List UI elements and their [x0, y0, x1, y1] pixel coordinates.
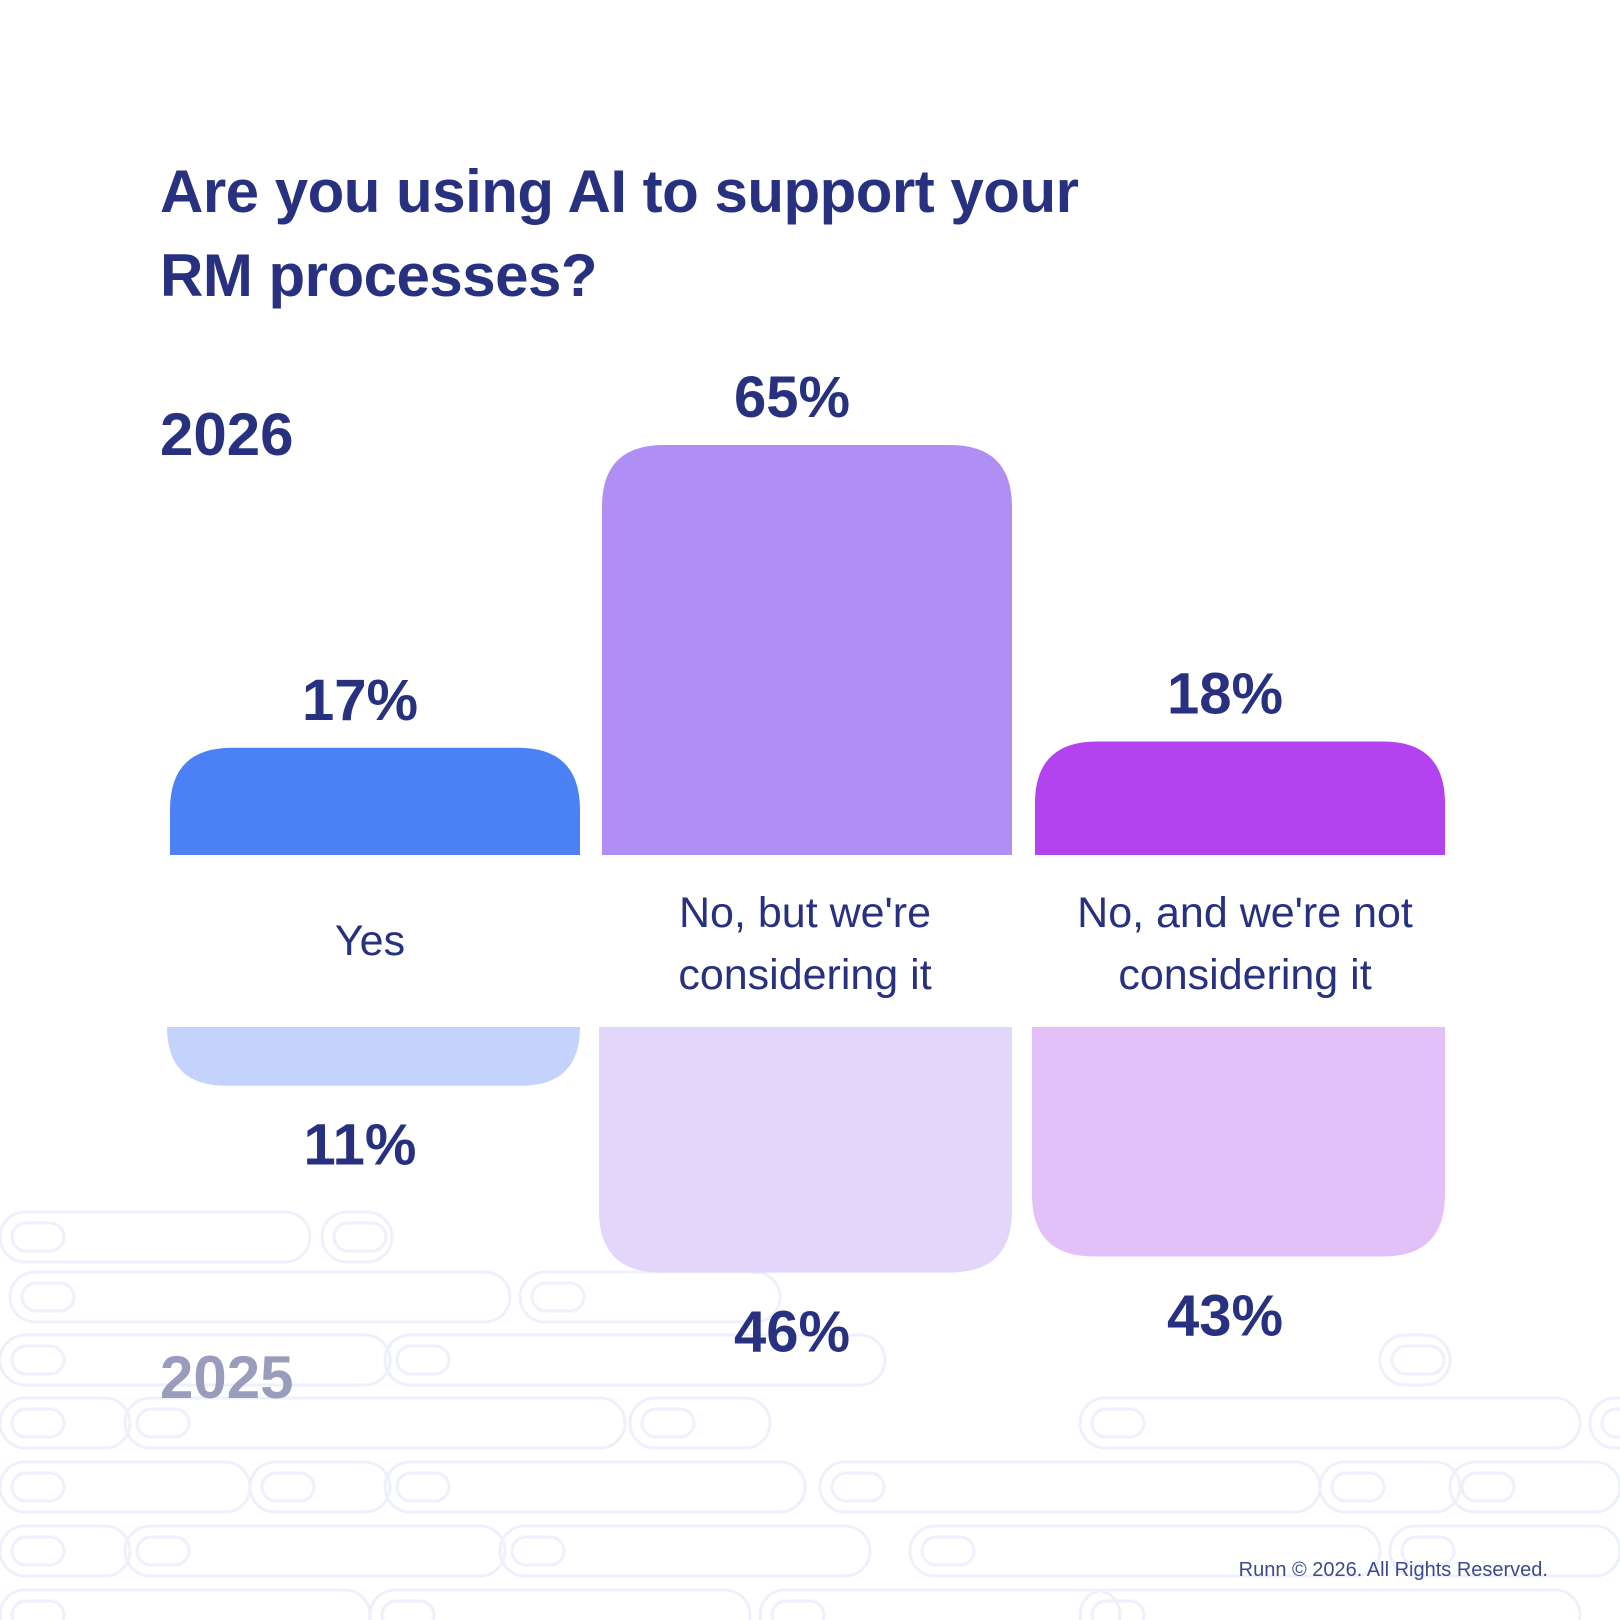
background-pill-inner	[1090, 1407, 1146, 1439]
background-pill	[320, 1210, 394, 1264]
background-pill-inner	[20, 1281, 76, 1313]
background-pill-inner	[1090, 1599, 1146, 1620]
chart-title: Are you using AI to support your RM proc…	[160, 158, 1079, 309]
value-label-2026-not-considering: 18%	[1167, 661, 1283, 726]
background-pill	[628, 1396, 772, 1450]
background-pill-inner	[1400, 1535, 1456, 1567]
background-pill-inner	[332, 1221, 388, 1253]
background-pill-inner	[1460, 1471, 1516, 1503]
background-pill	[0, 1210, 312, 1264]
background-pill	[1448, 1460, 1620, 1514]
background-pill	[123, 1396, 627, 1450]
background-pill-inner	[920, 1535, 976, 1567]
background-pill	[383, 1460, 807, 1514]
bar-2025-yes	[167, 1027, 580, 1086]
background-pill-inner	[1330, 1471, 1386, 1503]
background-pill	[383, 1333, 887, 1387]
year-2025-label: 2025	[160, 1344, 294, 1411]
background-pill	[1078, 1588, 1582, 1620]
background-pill	[0, 1333, 392, 1387]
background-pill-inner	[260, 1471, 316, 1503]
bar-2026-not-considering	[1035, 741, 1445, 855]
value-label-2025-considering: 46%	[734, 1300, 850, 1365]
background-pill-inner	[10, 1535, 66, 1567]
background-pill-inner	[10, 1344, 66, 1376]
background-pill-inner	[395, 1344, 451, 1376]
category-label-considering: No, but we're considering it	[678, 889, 932, 999]
background-pill	[1078, 1396, 1582, 1450]
background-pill-inner	[510, 1535, 566, 1567]
bar-2025-not-considering	[1032, 1027, 1445, 1257]
background-pill	[8, 1270, 512, 1324]
background-pill	[1388, 1524, 1620, 1578]
background-pill	[368, 1588, 752, 1620]
background-pill	[248, 1460, 392, 1514]
value-label-2025-yes: 11%	[304, 1113, 417, 1178]
background-pill	[758, 1588, 1122, 1620]
background-pill-inner	[135, 1407, 191, 1439]
background-pill	[1588, 1396, 1620, 1450]
background-pill	[498, 1524, 872, 1578]
background-pill-inner	[770, 1599, 826, 1620]
background-pill	[1378, 1333, 1452, 1387]
bar-2026-considering	[602, 445, 1012, 855]
background-pill	[0, 1524, 132, 1578]
category-label-yes: Yes	[334, 917, 406, 965]
background-pill-inner	[395, 1471, 451, 1503]
copyright-footer: Runn © 2026. All Rights Reserved.	[1238, 1559, 1548, 1581]
background-pill	[0, 1396, 132, 1450]
value-label-2026-yes: 17%	[302, 668, 418, 733]
background-pill	[908, 1524, 1382, 1578]
background-pill-inner	[1390, 1344, 1446, 1376]
background-pill	[1318, 1460, 1462, 1514]
bar-2026-yes	[170, 747, 580, 855]
value-label-2025-not-considering: 43%	[1167, 1284, 1283, 1349]
background-pill-inner	[10, 1407, 66, 1439]
background-pill-inner	[380, 1599, 436, 1620]
bar-2025-considering	[599, 1027, 1012, 1273]
background-pill-inner	[10, 1221, 66, 1253]
background-pill-inner	[830, 1471, 886, 1503]
background-pill-inner	[640, 1407, 696, 1439]
year-2026-label: 2026	[160, 401, 294, 468]
background-pill-inner	[530, 1281, 586, 1313]
value-label-2026-considering: 65%	[734, 365, 850, 430]
background-pill-inner	[10, 1471, 66, 1503]
background-pill-inner	[10, 1599, 66, 1620]
background-pill	[123, 1524, 507, 1578]
category-label-not-considering: No, and we're not considering it	[1077, 889, 1413, 999]
background-pill-inner	[1600, 1407, 1620, 1439]
background-pill-inner	[135, 1535, 191, 1567]
